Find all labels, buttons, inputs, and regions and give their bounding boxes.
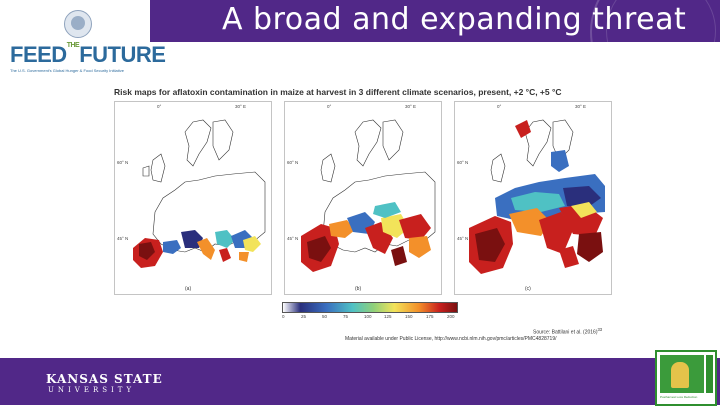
colorbar-tick: 125 — [384, 314, 392, 319]
lon-tick: 30° E — [235, 104, 247, 109]
figure-title: Risk maps for aflatoxin contamination in… — [114, 87, 562, 97]
lon-tick: 0° — [327, 104, 332, 109]
lat-tick: 45° N — [287, 236, 299, 241]
colorbar-tick: 100 — [364, 314, 372, 319]
panel-label: (a) — [185, 286, 192, 292]
lat-tick: 60° N — [457, 160, 469, 165]
colorbar-tick: 150 — [405, 314, 413, 319]
logo-tagline: The U.S. Government's Global Hunger & Fo… — [10, 68, 124, 73]
colorbar-tick: 175 — [426, 314, 434, 319]
colorbar-tick: 200 — [447, 314, 455, 319]
figure-license: Material available under Public License,… — [345, 336, 557, 342]
logo-wordmark: FEEDTHEFUTURE — [10, 42, 166, 67]
lon-tick: 30° E — [575, 104, 587, 109]
lon-tick: 30° E — [405, 104, 417, 109]
feed-the-future-logo: FEEDTHEFUTURE The U.S. Government's Glob… — [10, 8, 166, 78]
seal-watermark — [590, 0, 720, 42]
university-wordmark: KANSAS STATE — [46, 372, 163, 386]
colorbar-tick: 50 — [322, 314, 328, 319]
risk-colorbar — [282, 302, 458, 313]
lab-logo-figure-icon — [671, 362, 689, 388]
lon-tick: 0° — [497, 104, 502, 109]
colorbar-tick: 25 — [301, 314, 307, 319]
colorbar-tick: 75 — [343, 314, 349, 319]
risk-maps-panel: 0° 30° E 60° N 45° N (a) 0° 30° E 60° N … — [114, 101, 612, 297]
lat-tick: 45° N — [117, 236, 129, 241]
risk-map-plus2: 0° 30° E 60° N 45° N (b) — [284, 101, 442, 295]
us-seal-icon — [64, 10, 92, 38]
lab-logo-sidebar — [706, 355, 713, 393]
risk-map-present: 0° 30° E 60° N 45° N (a) — [114, 101, 272, 295]
header-band — [150, 0, 720, 42]
lab-logo-caption: Postharvest Loss Reduction — [660, 395, 698, 399]
colorbar-tick: 0 — [282, 314, 285, 319]
lat-tick: 45° N — [457, 236, 469, 241]
slide-title: A broad and expanding threat — [222, 2, 687, 37]
university-subtitle: UNIVERSITY — [48, 386, 136, 394]
postharvest-lab-logo: Postharvest Loss Reduction — [655, 350, 717, 406]
lat-tick: 60° N — [287, 160, 299, 165]
lon-tick: 0° — [157, 104, 162, 109]
footer-band — [0, 358, 720, 405]
panel-label: (b) — [355, 286, 362, 292]
figure-source: Source: Battilani et al. (2016)33 — [533, 327, 603, 336]
lat-tick: 60° N — [117, 160, 129, 165]
panel-label: (c) — [525, 286, 531, 292]
risk-map-plus5: 0° 30° E 60° N 45° N (c) — [454, 101, 612, 295]
